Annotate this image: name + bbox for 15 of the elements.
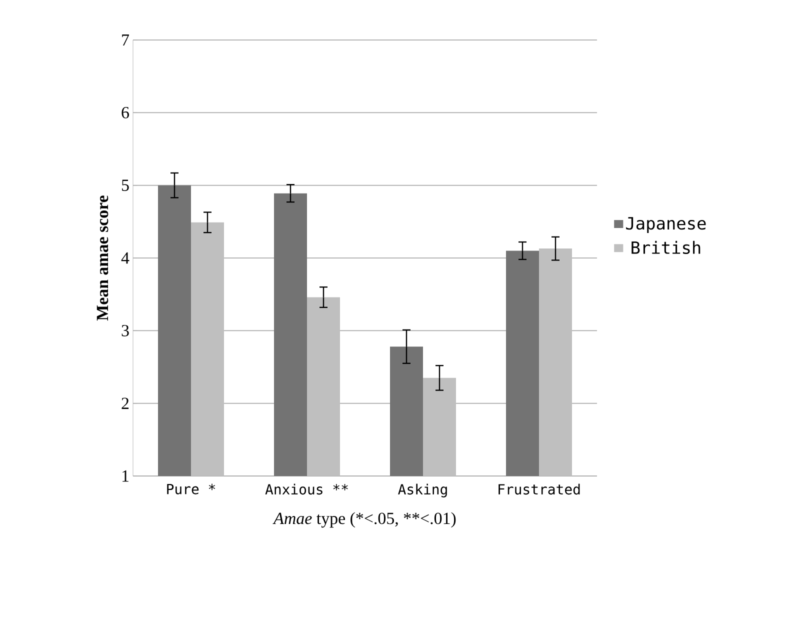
y-tick-label: 3 (122, 324, 129, 336)
x-tick-label: Frustrated (498, 484, 580, 495)
y-tick-label: 2 (122, 398, 129, 409)
x-axis-title: Amae type (*<.05, **<.01) (272, 512, 456, 528)
y-axis-title: Mean amae score (96, 196, 108, 321)
y-tick-label: 1 (122, 470, 128, 482)
y-tick-label: 7 (122, 34, 129, 46)
y-tick-label: 6 (122, 106, 129, 118)
legend-label: Japanese (626, 217, 706, 233)
y-tick-label: 5 (122, 180, 129, 191)
x-tick-label: Pure * (167, 484, 216, 494)
x-tick-label: Anxious ** (265, 484, 348, 495)
x-tick-label: Asking (398, 484, 447, 498)
y-tick-label: 4 (121, 252, 130, 264)
legend-label: British (632, 240, 700, 254)
